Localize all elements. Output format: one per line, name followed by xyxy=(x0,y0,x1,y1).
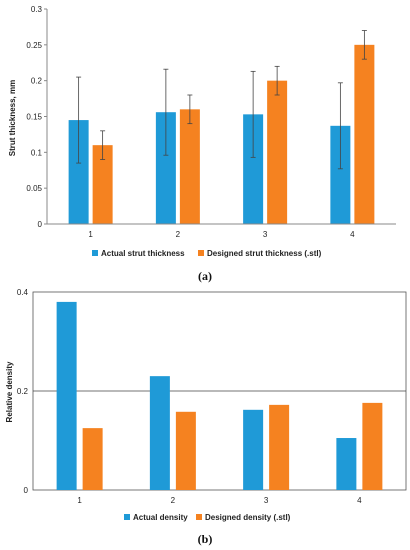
bar-designed-2 xyxy=(179,109,200,224)
y-tick-label: 0 xyxy=(24,486,29,495)
bar-actual-1 xyxy=(56,301,77,490)
y-tick-label: 0.4 xyxy=(17,288,29,297)
legend-a: Actual strut thickness Designed strut th… xyxy=(92,249,322,258)
y-axis-label-a: Strut thickness, mm xyxy=(8,80,17,156)
bar-actual-1 xyxy=(68,120,89,224)
bar-designed-3 xyxy=(267,80,288,225)
x-tick-label: 4 xyxy=(350,230,355,239)
y-tick-label: 0.3 xyxy=(31,5,43,14)
legend-label-designed-strut: Designed strut thickness (.stl) xyxy=(207,249,322,258)
y-axis-label-b: Relative density xyxy=(5,361,14,422)
legend-swatch-designed-density xyxy=(196,514,202,520)
bar-designed-4 xyxy=(362,402,383,490)
panel-label-a: (a) xyxy=(198,269,212,283)
legend-label-actual-density: Actual density xyxy=(133,513,188,522)
chart-panel-a: Strut thickness, mm 0 0.05 0.1 0.15 0.2 0.25 0… xyxy=(8,5,396,283)
x-tick-label: 4 xyxy=(357,496,362,505)
bar-actual-3 xyxy=(243,114,264,224)
bar-designed-3 xyxy=(269,404,290,490)
chart-panel-b: Relative density 0 0.2 0.4 1 2 3 4 Actual den… xyxy=(5,288,407,546)
y-tick-label: 0.2 xyxy=(17,387,29,396)
x-tick-label: 1 xyxy=(77,496,82,505)
x-tick-label: 3 xyxy=(263,230,268,239)
bar-actual-2 xyxy=(155,112,176,224)
legend-swatch-actual-strut xyxy=(92,250,98,256)
x-tick-label: 2 xyxy=(176,230,181,239)
bar-actual-4 xyxy=(336,438,357,490)
y-tick-label: 0.2 xyxy=(31,77,43,86)
bar-actual-3 xyxy=(243,409,264,490)
y-tick-label: 0.15 xyxy=(26,113,42,122)
legend-label-actual-strut: Actual strut thickness xyxy=(101,249,185,258)
legend-b: Actual density Designed density (.stl) xyxy=(124,513,291,522)
x-tick-label: 1 xyxy=(88,230,93,239)
bar-actual-2 xyxy=(149,376,170,490)
y-tick-label: 0.1 xyxy=(31,148,43,157)
y-tick-label: 0.05 xyxy=(26,184,42,193)
bar-designed-4 xyxy=(354,44,375,225)
legend-swatch-designed-strut xyxy=(198,250,204,256)
bar-actual-4 xyxy=(330,125,351,224)
legend-label-designed-density: Designed density (.stl) xyxy=(205,513,291,522)
y-tick-label: 0.25 xyxy=(26,41,42,50)
x-tick-label: 3 xyxy=(264,496,269,505)
panel-label-b: (b) xyxy=(198,532,213,546)
legend-swatch-actual-density xyxy=(124,514,130,520)
bar-designed-1 xyxy=(92,145,113,224)
bar-designed-1 xyxy=(82,428,103,490)
x-tick-label: 2 xyxy=(171,496,176,505)
bar-designed-2 xyxy=(175,411,196,490)
y-tick-label: 0 xyxy=(38,220,43,229)
